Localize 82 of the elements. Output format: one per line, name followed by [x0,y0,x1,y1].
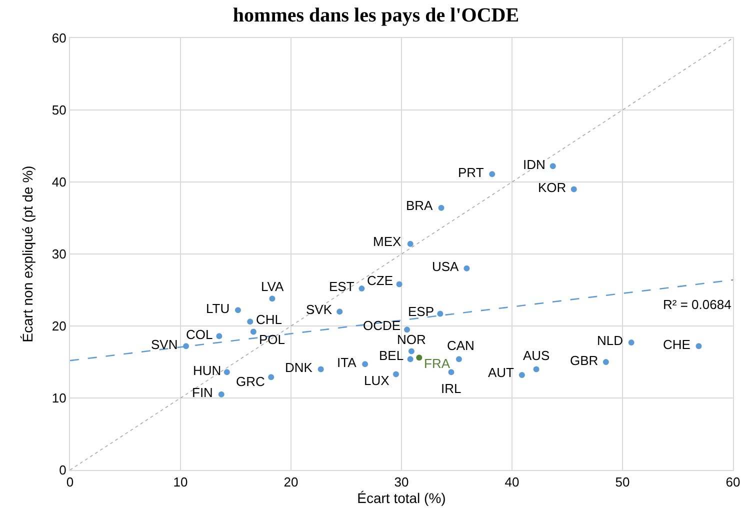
point [318,366,324,372]
annotation: LVA [261,279,284,294]
y-tick-label: 20 [52,318,66,334]
annotation: DNK [285,360,313,375]
point [570,186,577,192]
y-tick-label: 0 [59,462,66,478]
annotation: BRA [406,198,434,213]
y-tick-label: 10 [52,390,66,406]
x-tick-label: 50 [615,474,630,490]
annotation: IRL [441,381,462,396]
annotation: SVN [151,337,178,352]
y-tick-label: 30 [52,246,66,262]
x-tick-label: 30 [394,474,409,490]
point [437,310,444,317]
annotation: HUN [193,363,222,378]
point [268,374,274,380]
annotation: OCDE [363,318,401,333]
x-tick-label: 60 [726,474,740,490]
point [518,372,525,378]
annotation: MEX [373,234,402,249]
point [550,163,556,170]
point [396,281,402,288]
annotation: FIN [192,385,213,400]
point [404,326,410,333]
point [362,361,368,368]
point [456,356,462,362]
point [533,366,540,372]
annotation: SVK [306,302,332,317]
annotation: NOR [397,332,426,347]
y-tick-label: 50 [52,102,66,118]
point [392,371,399,378]
point [336,308,343,315]
x-tick-label: 40 [504,474,520,490]
annotation: R² = 0.0684 [663,297,732,312]
annotation: GBR [570,353,598,368]
annotation: CZE [367,273,394,288]
annotation: CHE [663,337,691,352]
annotation: ITA [337,355,357,370]
point [358,286,365,292]
y-tick-label: 60 [52,30,66,46]
annotation: EST [329,279,354,294]
annotation: GRC [236,374,265,389]
point [628,340,634,346]
point [250,328,256,335]
point [269,296,276,302]
chart-title: hommes dans les pays de l'OCDE [232,4,520,27]
annotation: KOR [538,180,566,195]
point [489,171,496,178]
point [696,343,702,350]
point [407,240,414,247]
point [408,348,414,354]
x-axis-title: Écart total (%) [357,490,446,506]
point [234,307,241,314]
annotation: AUT [488,365,514,380]
point [216,333,222,340]
annotation: ESP [408,304,434,319]
annotation: PRT [458,165,484,180]
annotation: POL [259,332,286,347]
y-axis-title: Écart non expliqué (pt de %) [20,166,36,342]
y-tick-label: 40 [52,174,66,190]
annotation: IDN [523,157,546,172]
point [438,204,444,211]
point [448,369,454,376]
annotation: FRA [424,356,450,371]
annotation: COL [186,327,213,342]
point [416,354,422,361]
annotation: CAN [447,338,474,353]
point [224,369,230,376]
point [407,356,414,362]
annotation: BEL [379,348,404,363]
annotation: AUS [523,348,550,363]
annotation: LUX [364,373,390,388]
annotation: LTU [206,301,230,316]
point [602,359,609,365]
point [218,391,224,398]
point [247,318,254,325]
point [464,265,470,272]
annotation: NLD [597,333,624,348]
annotation: USA [432,259,460,274]
annotation: CHL [256,312,282,327]
x-tick-label: 20 [284,474,298,490]
x-tick-label: 10 [173,474,188,490]
